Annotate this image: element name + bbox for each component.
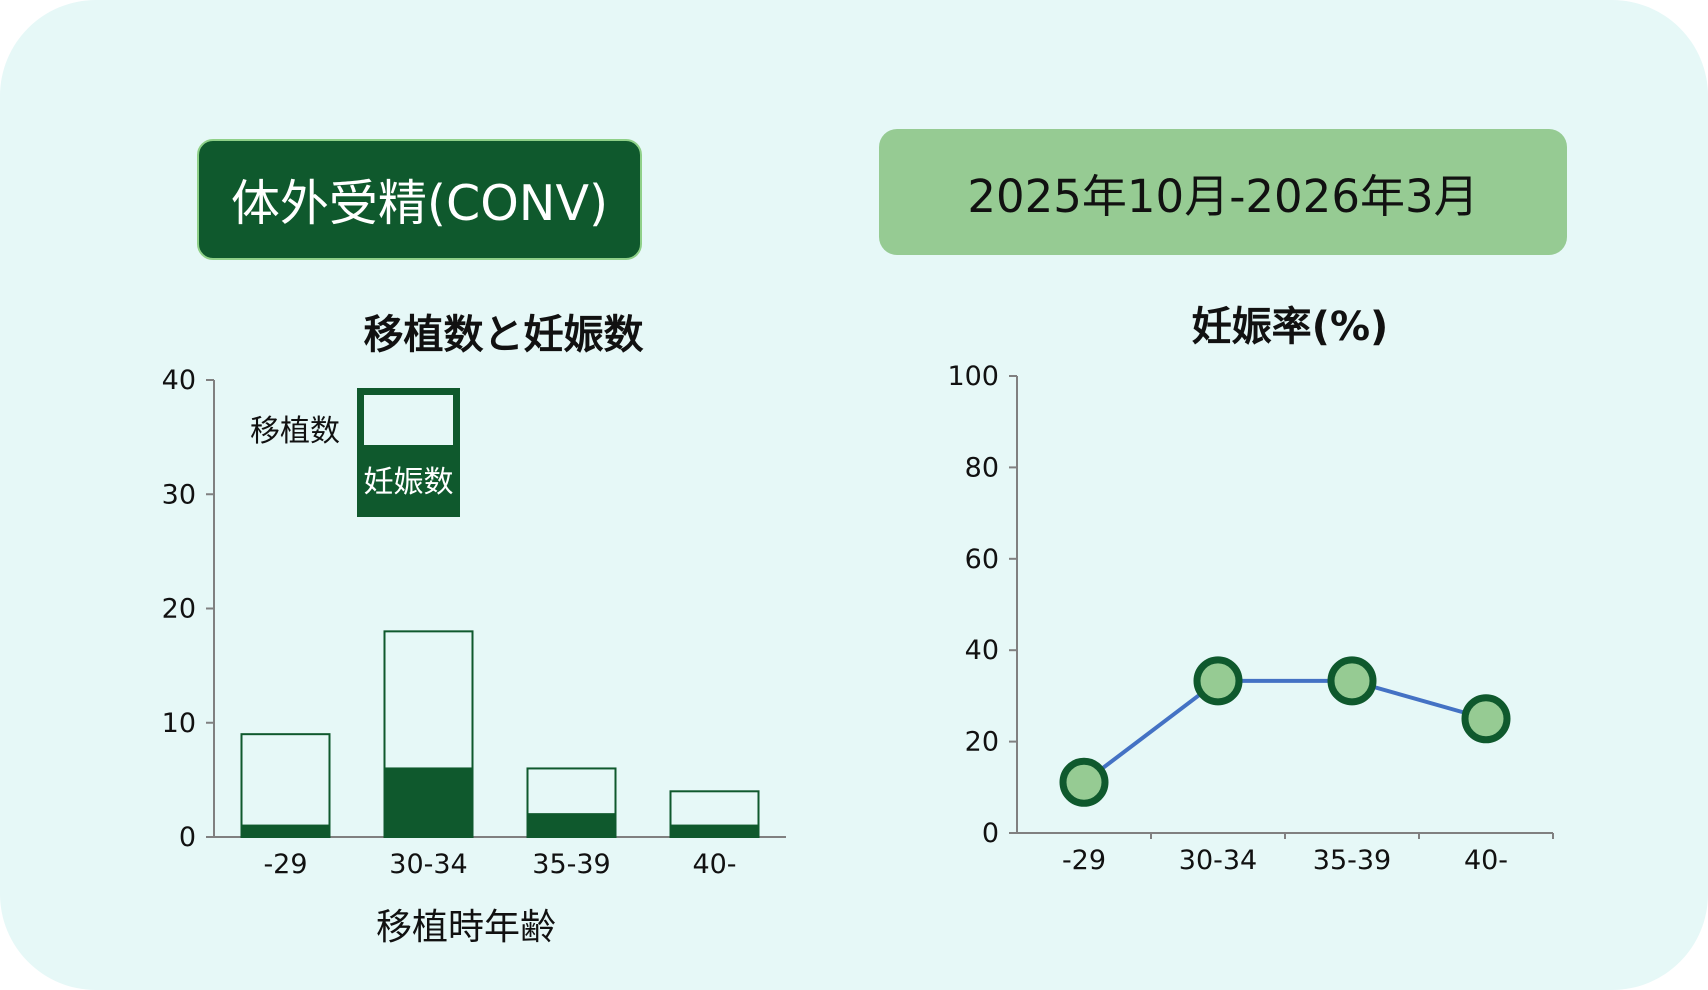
y-tick-label: 40: [965, 635, 999, 666]
bar-pregnancies: [240, 824, 331, 839]
method-badge: 体外受精(CONV): [197, 139, 642, 260]
line-chart-title: 妊娠率(%): [1191, 304, 1389, 350]
y-tick-label: 80: [965, 452, 999, 483]
y-tick-label: 100: [947, 361, 999, 392]
x-tick-label: -29: [1062, 845, 1106, 876]
rate-point: [1059, 757, 1109, 807]
period-label: 2025年10月-2026年3月: [967, 169, 1479, 223]
method-label: 体外受精(CONV): [230, 175, 609, 232]
period-badge: 2025年10月-2026年3月: [879, 129, 1567, 255]
y-tick-label: 60: [965, 544, 999, 575]
y-tick-label: 40: [162, 365, 196, 396]
x-tick-label: 35-39: [1313, 845, 1391, 876]
y-tick-label: 0: [982, 818, 999, 849]
y-tick-label: 10: [162, 708, 196, 739]
y-tick-label: 30: [162, 479, 196, 510]
rate-point: [1327, 656, 1377, 706]
bar-transfers: [240, 733, 331, 838]
x-tick-label: 30-34: [1179, 845, 1257, 876]
bar-pregnancies: [669, 824, 760, 839]
x-axis-title: 移植時年齢: [376, 907, 556, 948]
legend-label-pregnancies: 妊娠数: [364, 465, 454, 500]
rate-line: [1082, 678, 1487, 784]
y-tick-label: 0: [179, 822, 196, 853]
x-tick-label: 35-39: [532, 849, 610, 880]
y-tick-label: 20: [162, 594, 196, 625]
bar-pregnancies: [526, 813, 617, 839]
x-tick-label: -29: [263, 849, 307, 880]
bar-chart-title: 移植数と妊娠数: [363, 312, 644, 358]
bar-pregnancies: [383, 767, 474, 839]
x-tick-label: 40-: [1464, 845, 1508, 876]
x-tick-label: 40-: [692, 849, 736, 880]
rate-point: [1193, 656, 1243, 706]
legend-swatch-transfers: [364, 395, 453, 445]
rate-point: [1461, 694, 1511, 744]
x-tick-label: 30-34: [389, 849, 467, 880]
y-tick-label: 20: [965, 727, 999, 758]
legend-label-transfers: 移植数: [250, 414, 340, 449]
